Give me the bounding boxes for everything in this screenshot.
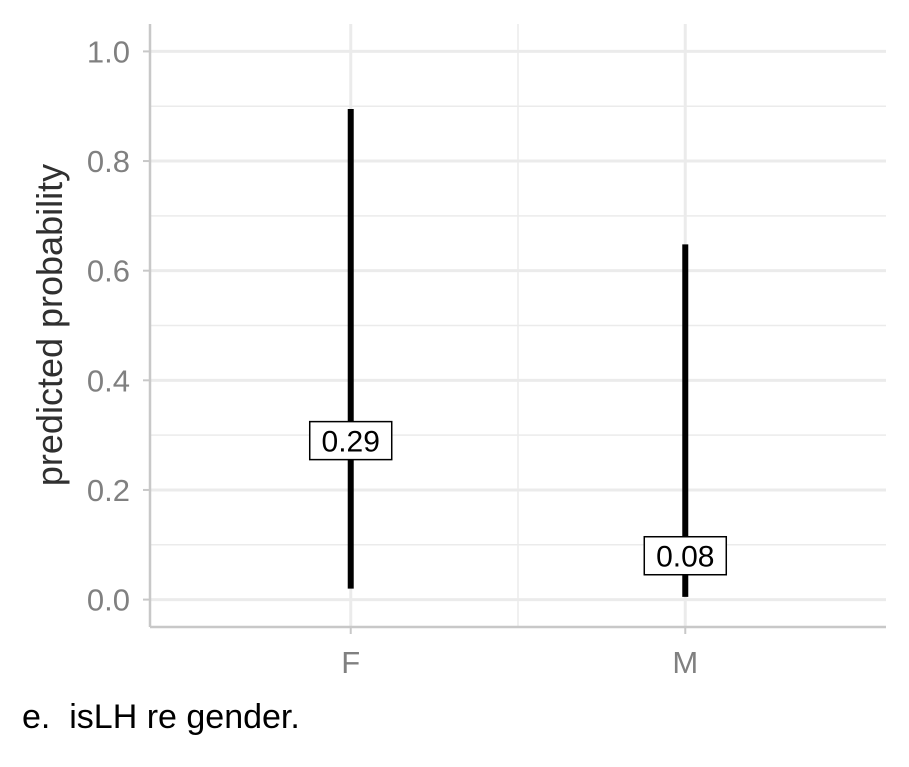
point-label: 0.29 xyxy=(322,426,380,459)
point-labels: 0.29 0.08 xyxy=(308,420,728,576)
y-tick-labels: 0.0 0.2 0.4 0.6 0.8 1.0 xyxy=(87,34,150,618)
grid-lines xyxy=(150,24,886,627)
y-tick-label: 0.0 xyxy=(87,583,130,618)
point-label: 0.08 xyxy=(656,541,714,574)
y-tick-label: 0.8 xyxy=(87,144,130,179)
y-axis-title: predicted probability xyxy=(29,164,70,486)
y-tick-label: 0.4 xyxy=(87,363,130,398)
point-label-box xyxy=(643,535,728,576)
x-tick-label: F xyxy=(341,645,360,680)
y-tick-label: 1.0 xyxy=(87,34,130,69)
y-tick-label: 0.6 xyxy=(87,254,130,289)
point-label-box xyxy=(308,420,393,461)
figure-caption: e. isLH re gender. xyxy=(22,698,300,736)
axes xyxy=(148,24,886,629)
y-tick-label: 0.2 xyxy=(87,473,130,508)
x-tick-label: M xyxy=(672,645,698,680)
